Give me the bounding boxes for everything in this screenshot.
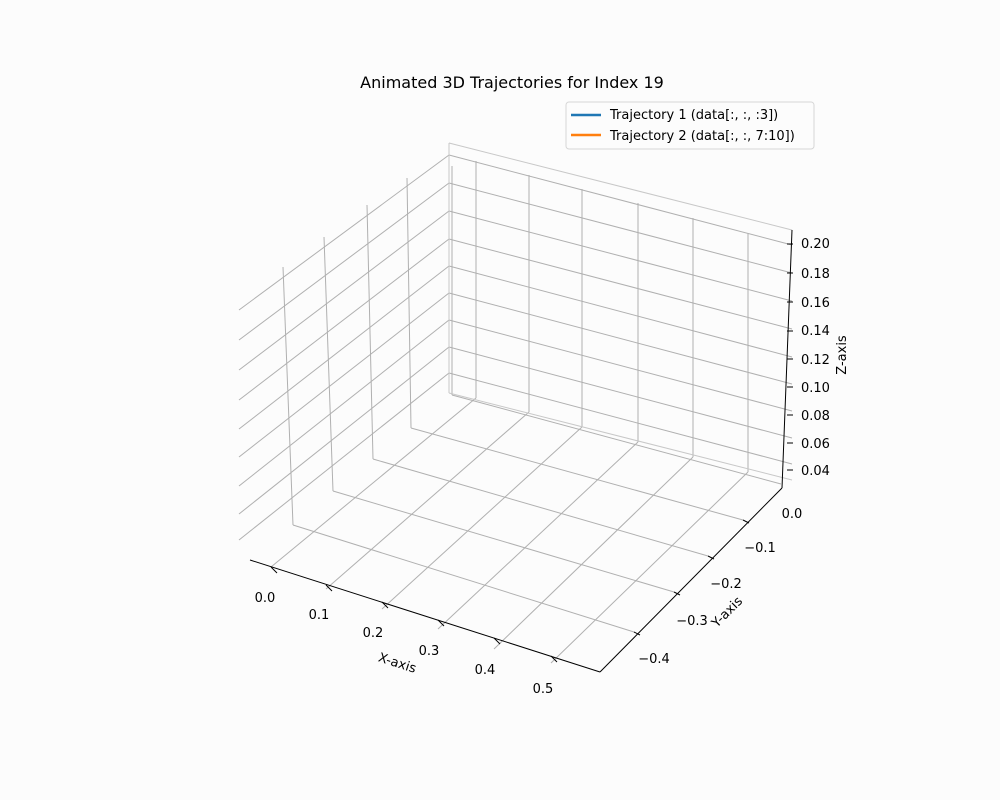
y-tick-label: 0.0 (782, 507, 803, 522)
z-tick-label: 0.16 (801, 296, 830, 311)
legend-label-trajectory-1: Trajectory 1 (data[:, :, :3]) (609, 108, 778, 123)
legend-label-trajectory-2: Trajectory 2 (data[:, :, 7:10]) (609, 129, 795, 144)
pane-edges (448, 142, 793, 481)
y-axis-label: Y-axis (708, 594, 746, 632)
x-tick-label: 0.0 (255, 591, 276, 606)
y-tick-label: −0.4 (638, 652, 670, 667)
grid-side-wall (238, 154, 453, 541)
x-tick-label: 0.4 (475, 663, 496, 678)
z-axis-label: Z-axis (835, 335, 850, 375)
x-ticks (270, 566, 558, 663)
z-tick-label: 0.14 (801, 324, 830, 339)
x-tick-label: 0.1 (309, 608, 330, 623)
x-axis-line (249, 559, 601, 673)
z-ticks (787, 243, 793, 471)
z-tick-label: 0.20 (801, 237, 830, 252)
x-tick-label: 0.2 (363, 626, 384, 641)
z-tick-label: 0.18 (801, 267, 830, 282)
x-tick-label: 0.3 (419, 644, 440, 659)
x-axis-label: X-axis (376, 651, 418, 677)
y-tick-label: −0.2 (710, 577, 742, 592)
grid-floor (270, 394, 782, 664)
y-ticks (633, 519, 750, 636)
z-tick-label: 0.06 (801, 437, 830, 452)
legend: Trajectory 1 (data[:, :, :3]) Trajectory… (565, 101, 815, 150)
z-tick-label: 0.08 (801, 409, 830, 424)
y-tick-label: −0.1 (744, 541, 776, 556)
chart-title: Animated 3D Trajectories for Index 19 (360, 73, 664, 92)
y-axis-line (599, 487, 783, 673)
legend-frame (565, 101, 815, 150)
x-tick-label: 0.5 (533, 682, 554, 697)
y-tick-label: −0.3 (676, 614, 708, 629)
z-tick-label: 0.12 (801, 353, 830, 368)
z-tick-label: 0.04 (801, 464, 830, 479)
z-tick-label: 0.10 (801, 381, 830, 396)
grid-back-wall (448, 154, 793, 472)
